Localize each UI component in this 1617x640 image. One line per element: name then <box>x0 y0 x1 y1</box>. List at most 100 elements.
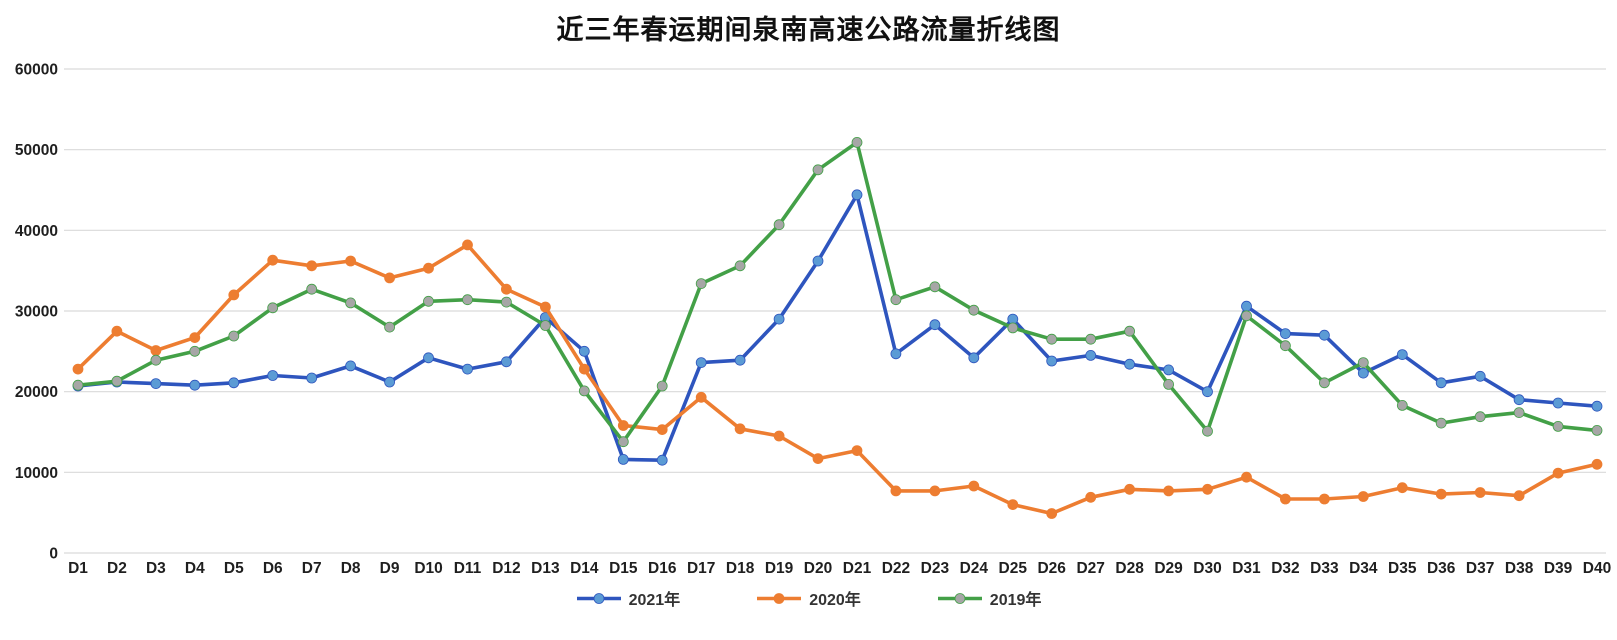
data-point <box>1202 386 1213 398</box>
data-point <box>968 352 980 364</box>
data-point <box>150 345 162 356</box>
data-point <box>1474 370 1486 382</box>
data-point <box>228 377 240 389</box>
data-point <box>812 164 824 176</box>
data-point <box>345 360 357 372</box>
data-point <box>578 385 590 397</box>
x-axis-tick: D40 <box>1583 560 1611 577</box>
data-point <box>1046 355 1058 367</box>
data-point <box>228 330 240 342</box>
data-point <box>1280 328 1291 340</box>
data-point <box>189 345 201 357</box>
data-point <box>812 255 824 267</box>
x-axis-tick: D13 <box>531 560 560 577</box>
legend-item-2020: 2020年 <box>756 586 861 610</box>
data-point <box>968 304 980 316</box>
data-point <box>72 379 84 391</box>
data-point <box>1280 340 1291 352</box>
data-point <box>1085 333 1097 345</box>
x-axis-tick: D34 <box>1349 560 1378 577</box>
data-point <box>1319 329 1330 341</box>
data-point <box>500 356 512 368</box>
data-point <box>1085 491 1097 503</box>
data-point <box>929 281 941 293</box>
plot-area: 0 10000 20000 30000 40000 50000 60000 D1 D2 D3 D4 D… <box>15 62 1611 578</box>
y-axis-tick: 60000 <box>15 62 58 79</box>
x-axis-tick: D12 <box>492 560 520 577</box>
data-point <box>1357 357 1369 369</box>
data-point <box>1163 378 1174 390</box>
data-point <box>1396 349 1408 361</box>
data-point <box>1435 488 1447 500</box>
data-point <box>617 453 629 465</box>
y-axis-tick: 30000 <box>15 304 58 321</box>
data-point <box>695 357 707 369</box>
series-line-2019年 <box>76 140 1599 444</box>
data-point <box>812 453 824 465</box>
data-point <box>150 354 162 366</box>
data-point <box>617 436 629 448</box>
x-axis-tick: D39 <box>1544 560 1573 577</box>
data-point <box>1202 425 1213 437</box>
data-point <box>773 313 785 325</box>
x-axis-tick: D26 <box>1037 560 1066 577</box>
legend: 2021年 2020年 2019年 <box>0 586 1617 610</box>
data-point <box>851 136 863 148</box>
data-point <box>1124 483 1135 495</box>
series-line-2020年 <box>76 243 1599 516</box>
x-axis-tick: D6 <box>263 560 283 577</box>
data-point <box>462 294 473 306</box>
data-point <box>1124 325 1135 337</box>
y-axis-tick: 50000 <box>15 142 58 159</box>
x-axis-tick: D37 <box>1466 560 1494 577</box>
data-point <box>1280 493 1291 505</box>
legend-marker-2020-icon <box>756 592 802 605</box>
data-point <box>656 424 668 436</box>
data-point <box>734 354 746 366</box>
data-point <box>384 321 396 333</box>
data-point <box>1046 508 1058 519</box>
data-point <box>306 372 318 384</box>
x-axis-tick: D17 <box>687 560 715 577</box>
data-point <box>267 302 279 314</box>
x-axis-tick: D31 <box>1232 560 1261 577</box>
data-point <box>968 480 980 492</box>
x-axis-tick: D9 <box>380 560 400 577</box>
data-point <box>1396 482 1408 494</box>
data-point <box>1046 333 1058 345</box>
data-point <box>773 430 785 442</box>
legend-label-2019: 2019年 <box>989 592 1042 609</box>
data-point <box>1435 377 1447 389</box>
y-axis-tick: 0 <box>49 546 58 563</box>
x-axis-tick: D21 <box>843 560 872 577</box>
data-point <box>695 278 707 290</box>
data-point <box>267 254 279 266</box>
x-axis-tick: D24 <box>960 560 989 577</box>
data-point <box>851 445 863 457</box>
series-line-2021年 <box>76 193 1599 462</box>
data-point <box>890 294 902 306</box>
data-point <box>1241 471 1252 483</box>
legend-marker-2019-icon <box>937 592 983 605</box>
data-point <box>1007 322 1019 334</box>
x-axis-tick: D28 <box>1115 560 1144 577</box>
data-point <box>1474 487 1486 498</box>
x-axis-tick: D16 <box>648 560 677 577</box>
data-point <box>1163 364 1174 376</box>
data-point <box>851 189 863 201</box>
data-point <box>189 332 201 344</box>
data-point <box>1396 399 1408 411</box>
data-point <box>189 379 201 391</box>
legend-marker-2021-icon <box>576 592 622 605</box>
data-point <box>734 423 746 435</box>
data-point <box>1591 424 1603 436</box>
x-axis-tick: D32 <box>1271 560 1299 577</box>
data-point <box>423 262 434 274</box>
y-axis-tick: 20000 <box>15 384 58 401</box>
data-point <box>1474 411 1486 423</box>
x-axis-tick: D36 <box>1427 560 1456 577</box>
data-point <box>111 325 123 337</box>
data-point <box>1241 300 1252 312</box>
data-point <box>734 260 746 272</box>
